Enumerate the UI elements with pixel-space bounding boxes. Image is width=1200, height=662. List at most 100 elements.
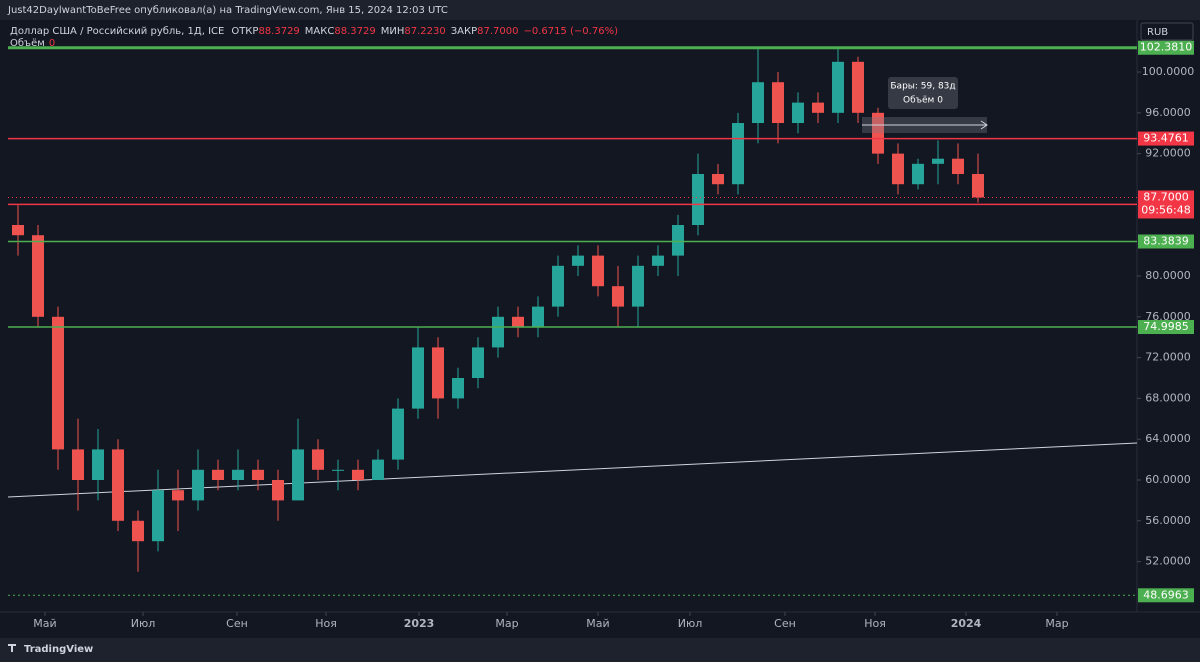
candle-body — [512, 316, 524, 328]
candle-body — [292, 449, 304, 501]
level-label: 74.9985 — [1143, 320, 1189, 333]
legend-value: 87.2230 — [404, 26, 445, 37]
y-tick-label: 52.0000 — [1145, 555, 1191, 568]
level-label: 48.6963 — [1143, 588, 1189, 601]
candle-body — [112, 449, 124, 521]
candle-body — [352, 469, 364, 480]
candle-body — [532, 306, 544, 328]
measure-tooltip — [888, 77, 958, 109]
candle-body — [812, 102, 824, 113]
candle-body — [232, 469, 244, 480]
legend: Доллар США / Российский рубль, 1Д, ICE ОТ… — [10, 26, 618, 49]
x-tick-label: Ноя — [864, 617, 886, 630]
candle-body — [952, 158, 964, 175]
candle-body — [692, 174, 704, 226]
level-tag — [1138, 131, 1194, 146]
candle-body — [332, 469, 344, 471]
candle-body — [432, 347, 444, 399]
volume-value: 0 — [49, 38, 55, 49]
y-tick-label: 60.0000 — [1145, 473, 1191, 486]
candle-body — [12, 225, 24, 236]
y-tick-label: 68.0000 — [1145, 391, 1191, 404]
candle-body — [912, 163, 924, 185]
y-tick-label: 100.0000 — [1142, 65, 1195, 78]
candle-body — [572, 255, 584, 266]
candle-body — [152, 490, 164, 542]
y-tick-label: 64.0000 — [1145, 432, 1191, 445]
currency-button[interactable] — [1140, 22, 1194, 41]
legend-label: ЗАКР — [451, 26, 477, 37]
candle-body — [72, 449, 84, 480]
y-tick-label: 76.0000 — [1145, 310, 1191, 323]
candle-body — [252, 469, 264, 480]
candle-body — [712, 174, 724, 185]
x-tick-label: 2024 — [951, 617, 982, 630]
candle-body — [672, 225, 684, 256]
candle-body — [52, 316, 64, 450]
candle-body — [832, 61, 844, 113]
candle-body — [472, 347, 484, 379]
footer-brand: TradingView — [24, 644, 93, 655]
candle-body — [872, 112, 884, 154]
candle-body — [852, 61, 864, 113]
y-tick-label: 56.0000 — [1145, 514, 1191, 527]
legend-change: −0.6715 (−0.76%) — [523, 26, 618, 37]
candle-body — [92, 449, 104, 480]
legend-label: МИН — [381, 26, 405, 37]
x-tick-label: Июл — [678, 617, 703, 630]
candle-body — [792, 102, 804, 124]
measure-bars: Бары: 59, 83д — [890, 82, 955, 92]
candle-body — [632, 265, 644, 307]
candle-body — [32, 235, 44, 317]
candle-body — [452, 378, 464, 399]
x-tick-label: Сен — [774, 617, 796, 630]
candle-body — [932, 158, 944, 164]
footer — [0, 638, 1200, 662]
legend-label: ОТКР — [231, 26, 258, 37]
countdown: 09:56:48 — [1141, 203, 1190, 216]
candle-body — [972, 174, 984, 198]
candle-body — [272, 479, 284, 501]
x-tick-label: Май — [586, 617, 609, 630]
level-tag — [1138, 40, 1194, 55]
candle-body — [412, 347, 424, 409]
candle-body — [892, 153, 904, 185]
y-tick-label: 92.0000 — [1145, 147, 1191, 160]
y-tick-label: 80.0000 — [1145, 269, 1191, 282]
candle-body — [752, 82, 764, 124]
level-tag — [1138, 234, 1194, 249]
x-tick-label: 2023 — [404, 617, 435, 630]
legend-value: 88.3729 — [334, 26, 375, 37]
x-tick-label: Мар — [1045, 617, 1068, 630]
measure-arrowhead — [980, 120, 988, 130]
x-tick-label: Июл — [131, 617, 156, 630]
x-tick-label: Мар — [495, 617, 518, 630]
level-tag — [1138, 320, 1194, 335]
y-tick-label: 72.0000 — [1145, 351, 1191, 364]
candle-body — [732, 123, 744, 185]
currency-label[interactable]: RUB — [1147, 27, 1168, 38]
candle-body — [612, 286, 624, 307]
candle-body — [552, 265, 564, 307]
level-label: 83.3839 — [1143, 234, 1189, 247]
candle-body — [592, 255, 604, 287]
publisher-line: Just42DaylwantToBeFree опубликовал(а) на… — [7, 5, 448, 16]
candle-body — [652, 255, 664, 266]
level-label: 102.3810 — [1140, 41, 1193, 54]
level-label: 93.4761 — [1143, 132, 1189, 145]
measure-volume: Объём 0 — [903, 96, 943, 106]
y-tick-label: 96.0000 — [1145, 106, 1191, 119]
last-price-tag — [1138, 190, 1194, 219]
x-tick-label: Май — [33, 617, 56, 630]
volume-label: Объём — [10, 38, 45, 49]
x-tick-label: Ноя — [315, 617, 337, 630]
x-tick-label: Сен — [226, 617, 248, 630]
candle-body — [772, 82, 784, 124]
candle-body — [392, 408, 404, 460]
logo — [8, 644, 16, 652]
candle-body — [212, 469, 224, 480]
last-price-label: 87.7000 — [1143, 190, 1189, 203]
